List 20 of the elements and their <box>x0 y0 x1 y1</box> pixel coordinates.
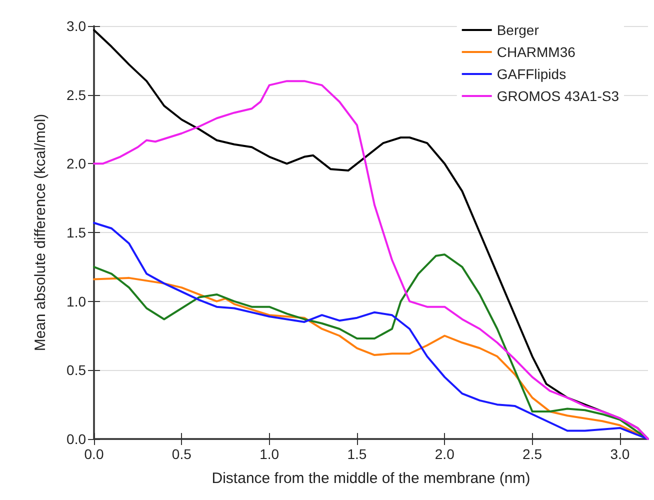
x-tick-label: 0.0 <box>84 446 104 462</box>
y-tick-label: 0.5 <box>66 362 86 378</box>
y-axis-title: Mean absolute difference (kcal/mol) <box>32 114 49 352</box>
x-tick-label: 2.0 <box>434 446 455 462</box>
legend-label: GROMOS 43A1-S3 <box>496 88 620 104</box>
x-tick-label: 1.0 <box>260 446 280 462</box>
x-tick-label: 0.5 <box>172 446 192 462</box>
legend-label: Berger <box>496 22 540 38</box>
y-tick-label: 2.5 <box>66 86 86 103</box>
x-tick-label: 2.5 <box>522 446 542 462</box>
y-tick-label: 3.0 <box>66 18 86 34</box>
legend-label: CHARMM36 <box>496 44 576 60</box>
x-tick-label: 1.5 <box>347 446 367 462</box>
y-tick-label: 1.0 <box>66 293 86 310</box>
y-tick-label: 1.5 <box>66 224 86 240</box>
x-axis-title: Distance from the middle of the membrane (nm) <box>212 470 530 487</box>
y-tick-label: 2.0 <box>66 156 86 172</box>
x-tick-label: 3.0 <box>610 446 630 462</box>
y-tick-label: 0.0 <box>66 431 86 447</box>
legend-label: GAFFlipids <box>496 66 566 82</box>
